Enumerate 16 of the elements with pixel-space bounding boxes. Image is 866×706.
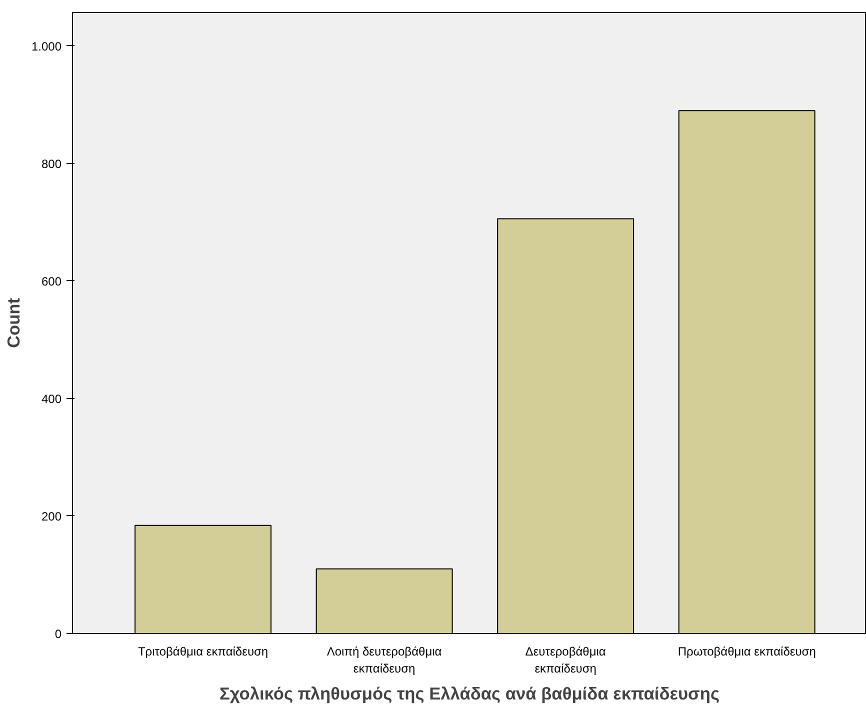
y-tick-label: 400 [41, 392, 62, 406]
bar [134, 524, 272, 634]
y-tick-label: 1.000 [31, 39, 62, 54]
bar [497, 218, 634, 634]
x-tick-label: Τριτοβάθμια εκπαίδευση [138, 644, 268, 658]
y-axis-title: Count [3, 298, 24, 348]
y-tick-label: 800 [41, 156, 62, 171]
y-tick-label: 0 [54, 627, 62, 641]
x-axis-title: Σχολικός πληθυσμός της Ελλάδας ανά βαθμίδα εκπαίδευσης [220, 683, 720, 704]
bar [316, 568, 453, 634]
y-tick-label: 200 [41, 510, 62, 524]
x-tick-label: Λοιπή δευτεροβάθμια εκπαίδευση [326, 644, 442, 676]
y-tick-label: 600 [41, 274, 62, 288]
x-tick-label: Δευτεροβάθμια εκπαίδευση [525, 644, 606, 676]
x-tick-label: Πρωτοβάθμια εκπαίδευση [678, 644, 816, 658]
bar [678, 110, 816, 634]
